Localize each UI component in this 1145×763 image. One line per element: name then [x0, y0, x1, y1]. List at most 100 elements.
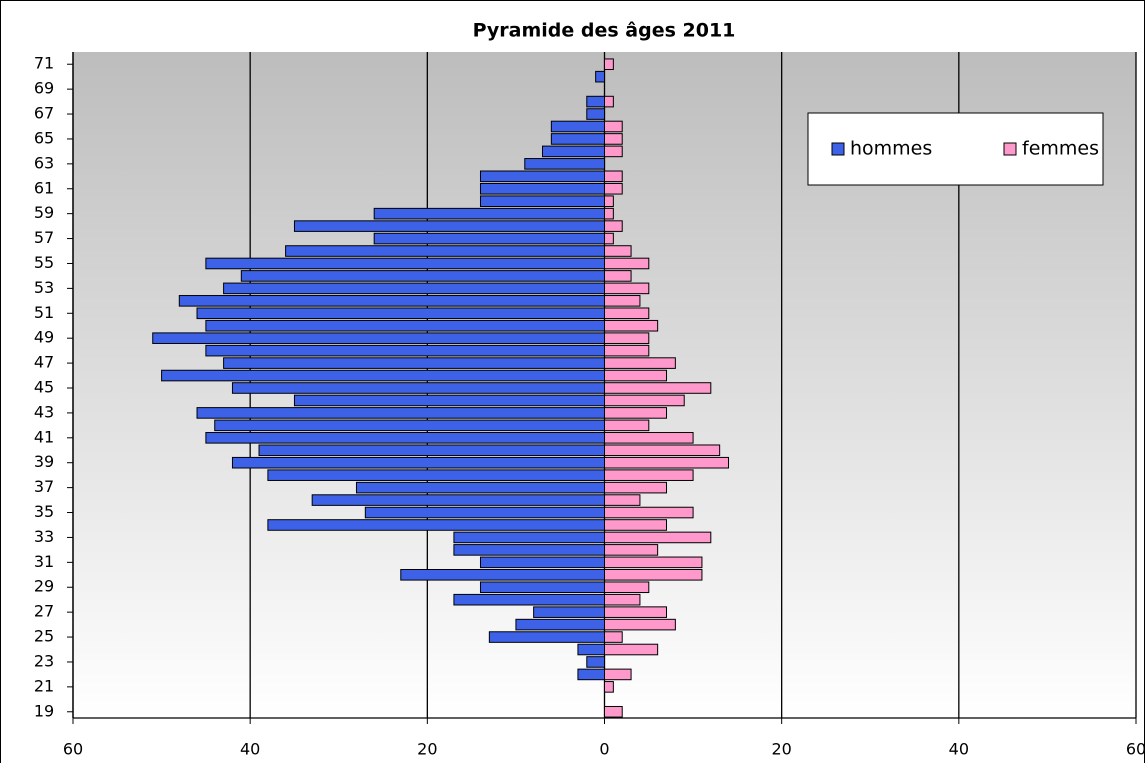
bar [604, 307, 650, 320]
bar [223, 282, 605, 295]
y-tick-label: 61 [34, 178, 54, 197]
x-tick-label: 40 [240, 740, 260, 759]
bar [267, 519, 605, 531]
bar [604, 456, 730, 469]
y-tick-label: 31 [34, 552, 54, 571]
bar [586, 656, 605, 668]
y-tick-label: 41 [34, 427, 54, 446]
bar [214, 419, 605, 432]
y-tick-label: 67 [34, 104, 54, 123]
bar [488, 631, 606, 643]
bar [400, 569, 605, 581]
bar [373, 207, 605, 220]
legend-label: femmes [1022, 138, 1099, 160]
bar [604, 432, 694, 444]
y-tick-label: 69 [34, 79, 54, 98]
y-tick-label: 51 [34, 303, 54, 322]
bar [355, 481, 606, 494]
bar [258, 444, 605, 457]
bar [604, 257, 650, 270]
y-tick-label: 71 [34, 54, 54, 73]
bar [604, 681, 614, 693]
bar [550, 133, 605, 145]
bar [604, 705, 623, 718]
bar [604, 170, 623, 183]
bar [604, 357, 676, 369]
y-tick-label: 27 [34, 602, 54, 621]
y-tick-label: 55 [34, 253, 54, 272]
bar [604, 207, 614, 220]
y-tick-label: 37 [34, 477, 54, 496]
x-tick-label: 40 [949, 740, 969, 759]
bar [604, 58, 614, 71]
bar [524, 158, 606, 170]
bar [479, 195, 606, 208]
bar [541, 145, 605, 158]
bar [577, 643, 605, 656]
y-tick-label: 57 [34, 228, 54, 247]
bar [604, 182, 623, 195]
bar [604, 544, 659, 556]
bar [231, 456, 605, 469]
bar [231, 382, 605, 394]
bar [205, 344, 605, 357]
bar [550, 120, 605, 133]
bar [604, 369, 668, 382]
legend-box [807, 112, 1104, 186]
bar [604, 407, 668, 419]
bar [604, 581, 650, 594]
bar [604, 569, 703, 581]
bar [364, 506, 606, 519]
bar [205, 319, 605, 332]
bar [293, 220, 605, 232]
y-tick-label: 39 [34, 452, 54, 471]
bar [479, 556, 606, 569]
bar [604, 120, 623, 133]
x-tick-label: 0 [599, 740, 609, 759]
y-tick-label: 23 [34, 651, 54, 670]
bar [373, 232, 605, 245]
y-tick-label: 19 [34, 701, 54, 720]
bar [293, 394, 605, 407]
bar [595, 70, 605, 83]
bar [604, 419, 650, 432]
bar [604, 195, 614, 208]
bar [604, 270, 632, 282]
bar [453, 531, 605, 544]
bar [604, 332, 650, 344]
bar [604, 220, 623, 232]
bar [453, 593, 605, 606]
bar [196, 407, 605, 419]
bar [604, 319, 659, 332]
bar [479, 170, 606, 183]
bar [604, 295, 641, 307]
bar [604, 668, 632, 681]
bar [223, 357, 605, 369]
bar [533, 606, 606, 618]
bar [604, 344, 650, 357]
bar [604, 556, 703, 569]
legend-label: hommes [850, 138, 932, 160]
y-tick-label: 49 [34, 328, 54, 347]
bar [604, 606, 668, 618]
bar [604, 494, 641, 506]
y-tick-label: 35 [34, 502, 54, 521]
y-tick-label: 63 [34, 153, 54, 172]
bar [586, 95, 605, 108]
bar [453, 544, 605, 556]
legend-swatch [831, 142, 845, 156]
bar [196, 307, 605, 320]
bar [152, 332, 605, 344]
bar [479, 581, 606, 594]
bar [604, 631, 623, 643]
y-tick-label: 43 [34, 402, 54, 421]
bar [604, 618, 676, 631]
bar [577, 668, 605, 681]
x-tick-label: 60 [1126, 740, 1145, 759]
bar [604, 95, 614, 108]
bar [604, 382, 712, 394]
bar [604, 245, 632, 257]
bar [161, 369, 605, 382]
y-tick-label: 59 [34, 203, 54, 222]
